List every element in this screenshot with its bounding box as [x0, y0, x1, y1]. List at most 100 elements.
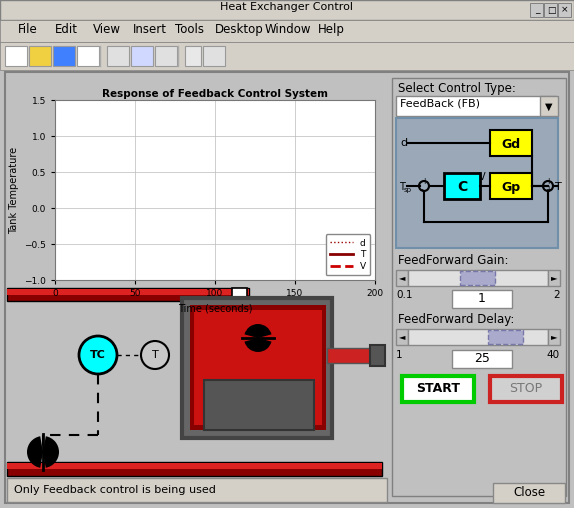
Bar [530, 3, 543, 17]
Text: Close: Close [513, 487, 545, 499]
Text: Tools: Tools [175, 23, 204, 36]
Text: START: START [416, 383, 460, 396]
Text: V: V [479, 172, 486, 182]
Text: FeedBack (FB): FeedBack (FB) [400, 98, 480, 108]
Text: ◄: ◄ [399, 273, 405, 282]
Text: Insert: Insert [133, 23, 167, 36]
Bar [460, 271, 495, 285]
Bar [5, 72, 569, 503]
Text: Help: Help [318, 23, 345, 36]
Text: T: T [399, 182, 405, 192]
Bar [7, 462, 382, 476]
Bar [0, 20, 574, 42]
Text: 25: 25 [474, 353, 490, 365]
Title: Response of Feedback Control System: Response of Feedback Control System [102, 89, 328, 99]
Text: d: d [400, 138, 407, 148]
Bar [327, 348, 379, 363]
Text: sp: sp [404, 187, 412, 193]
Text: 0.1: 0.1 [396, 290, 413, 300]
Bar [107, 46, 129, 66]
Y-axis label: Tank Temperature: Tank Temperature [9, 146, 18, 234]
X-axis label: Time (seconds): Time (seconds) [178, 304, 252, 313]
Bar [203, 46, 225, 66]
Bar [7, 478, 387, 502]
Bar [194, 310, 322, 425]
Bar [408, 270, 548, 286]
Text: TC: TC [90, 350, 106, 360]
Bar [7, 288, 249, 301]
Bar [396, 118, 558, 248]
Bar [540, 96, 558, 116]
Text: FeedForward Delay:: FeedForward Delay: [398, 313, 514, 326]
Bar [544, 3, 557, 17]
Text: ◄: ◄ [399, 333, 405, 341]
Text: File: File [18, 23, 38, 36]
Bar [452, 350, 512, 368]
Bar [5, 46, 27, 66]
Text: ×: × [561, 6, 569, 15]
Bar [493, 483, 565, 503]
Text: +: + [545, 185, 552, 195]
Bar [558, 3, 571, 17]
Bar [77, 46, 99, 66]
Text: FeedForward Gain:: FeedForward Gain: [398, 254, 509, 267]
Bar [392, 78, 566, 496]
Bar [185, 46, 201, 66]
Bar [190, 305, 326, 430]
Text: STOP: STOP [510, 383, 542, 396]
Bar [490, 376, 562, 402]
Text: +: + [421, 177, 428, 186]
Bar [408, 329, 548, 345]
Bar [548, 270, 560, 286]
Bar [204, 380, 314, 430]
Text: Heat Exchanger Control: Heat Exchanger Control [220, 2, 354, 12]
Bar [155, 46, 177, 66]
Bar [29, 46, 51, 66]
Text: -: - [421, 185, 424, 195]
Bar [396, 270, 408, 286]
Text: View: View [93, 23, 121, 36]
Text: C: C [457, 180, 467, 194]
Bar [444, 173, 480, 199]
Wedge shape [245, 338, 272, 352]
Bar [190, 305, 326, 430]
Bar [0, 42, 574, 70]
Text: Window: Window [265, 23, 312, 36]
Text: Gp: Gp [502, 180, 521, 194]
Bar [548, 329, 560, 345]
Bar [396, 329, 408, 345]
Bar [7, 289, 249, 295]
Text: 1: 1 [396, 350, 402, 360]
Text: ►: ► [550, 273, 557, 282]
Wedge shape [27, 436, 43, 468]
Text: ►: ► [550, 333, 557, 341]
Bar [452, 290, 512, 308]
Text: 2: 2 [553, 290, 560, 300]
Bar [7, 463, 382, 469]
Text: Edit: Edit [55, 23, 78, 36]
Bar [232, 288, 247, 360]
Text: Only Feedback control is being used: Only Feedback control is being used [14, 485, 216, 495]
Text: Desktop: Desktop [215, 23, 263, 36]
Text: _: _ [535, 6, 539, 15]
Text: T: T [555, 182, 562, 192]
Wedge shape [245, 324, 272, 338]
Wedge shape [43, 436, 59, 468]
Bar [53, 46, 75, 66]
Legend: d, T, V: d, T, V [325, 234, 370, 275]
Circle shape [79, 336, 117, 374]
Text: □: □ [547, 6, 555, 15]
Text: Gd: Gd [502, 139, 521, 151]
Text: ▼: ▼ [545, 102, 553, 112]
Bar [490, 173, 532, 199]
Bar [490, 130, 532, 156]
Bar [182, 298, 332, 438]
Text: Select Control Type:: Select Control Type: [398, 82, 516, 95]
Bar [370, 345, 385, 366]
Text: T: T [152, 350, 158, 360]
Text: 1: 1 [478, 293, 486, 305]
Bar [0, 0, 574, 20]
Bar [396, 96, 556, 116]
Text: +: + [545, 177, 552, 186]
Bar [402, 376, 474, 402]
